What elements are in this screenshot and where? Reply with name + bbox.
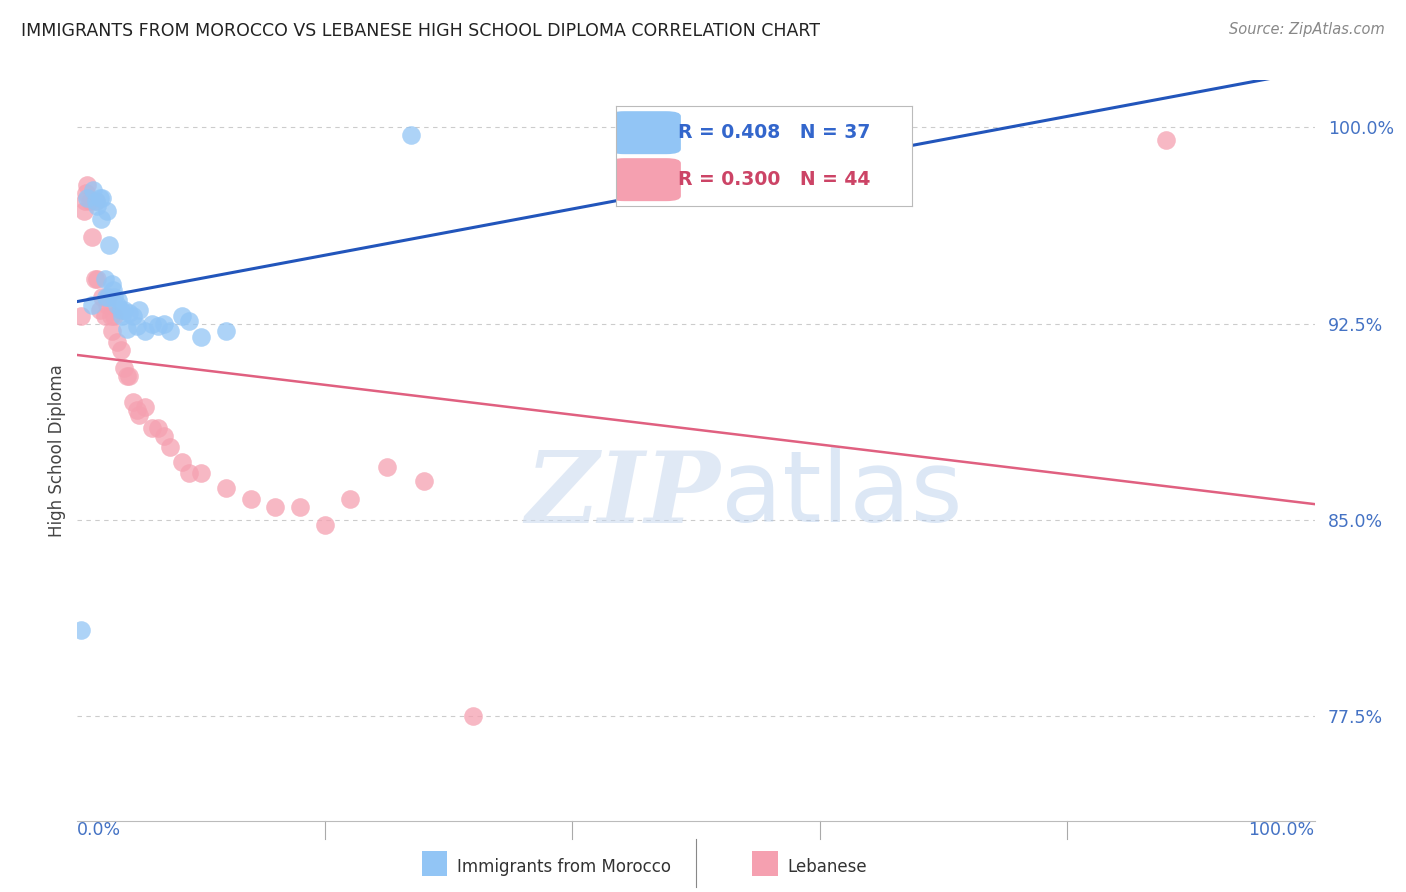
Text: 0.0%: 0.0%: [77, 821, 121, 838]
Point: [90, 211, 112, 226]
Point: [89, 191, 111, 205]
Point: [153, 429, 176, 443]
Point: [112, 303, 135, 318]
Point: [79, 194, 101, 208]
Point: [70, 309, 93, 323]
Point: [73, 194, 96, 208]
Text: 100.0%: 100.0%: [1249, 821, 1315, 838]
Point: [314, 518, 336, 533]
Point: [159, 325, 181, 339]
Point: [75, 186, 97, 200]
Point: [76, 191, 98, 205]
Point: [264, 500, 287, 514]
Point: [146, 421, 169, 435]
Point: [84, 194, 107, 208]
Point: [134, 325, 156, 339]
Point: [118, 306, 141, 320]
Point: [105, 334, 128, 349]
Point: [76, 178, 98, 192]
Point: [118, 368, 141, 383]
Point: [288, 500, 311, 514]
Point: [101, 325, 124, 339]
Point: [98, 238, 121, 252]
Point: [172, 455, 194, 469]
Point: [89, 303, 111, 318]
Point: [82, 230, 104, 244]
Point: [1154, 133, 1177, 147]
Point: [128, 408, 150, 422]
Point: [82, 183, 104, 197]
Point: [153, 317, 176, 331]
Point: [115, 322, 138, 336]
Text: ZIP: ZIP: [526, 447, 721, 543]
Point: [103, 309, 125, 323]
Point: [103, 283, 125, 297]
Point: [91, 290, 114, 304]
Point: [86, 199, 108, 213]
Point: [82, 298, 104, 312]
Point: [128, 303, 150, 318]
Point: [122, 309, 145, 323]
Point: [100, 309, 122, 323]
Point: [96, 298, 118, 312]
Point: [125, 403, 148, 417]
Point: [177, 466, 200, 480]
Point: [94, 290, 117, 304]
Y-axis label: High School Diploma: High School Diploma: [48, 364, 66, 537]
Point: [91, 191, 114, 205]
Point: [463, 709, 485, 723]
Point: [134, 401, 156, 415]
Point: [239, 491, 262, 506]
Point: [172, 309, 194, 323]
Point: [93, 272, 115, 286]
Point: [84, 194, 107, 208]
Text: IMMIGRANTS FROM MOROCCO VS LEBANESE HIGH SCHOOL DIPLOMA CORRELATION CHART: IMMIGRANTS FROM MOROCCO VS LEBANESE HIGH…: [21, 22, 820, 40]
Point: [125, 319, 148, 334]
Point: [110, 343, 132, 357]
Point: [93, 309, 115, 323]
Point: [105, 298, 128, 312]
Point: [190, 329, 212, 343]
Point: [103, 290, 125, 304]
Point: [70, 623, 93, 637]
Text: Immigrants from Morocco: Immigrants from Morocco: [457, 858, 671, 876]
Text: Lebanese: Lebanese: [787, 858, 868, 876]
Point: [339, 491, 361, 506]
Point: [97, 290, 120, 304]
Point: [111, 309, 134, 323]
Point: [190, 466, 212, 480]
Point: [101, 277, 124, 292]
Text: atlas: atlas: [721, 446, 962, 543]
Point: [122, 395, 145, 409]
Point: [401, 128, 423, 143]
Point: [110, 303, 132, 318]
Point: [215, 482, 238, 496]
Point: [96, 204, 118, 219]
Point: [177, 314, 200, 328]
Text: Source: ZipAtlas.com: Source: ZipAtlas.com: [1229, 22, 1385, 37]
Point: [141, 421, 163, 435]
Point: [146, 319, 169, 334]
Point: [112, 361, 135, 376]
Point: [86, 272, 108, 286]
Point: [215, 325, 238, 339]
Point: [115, 368, 138, 383]
Point: [107, 293, 129, 307]
Point: [412, 474, 434, 488]
Point: [141, 317, 163, 331]
Point: [97, 290, 120, 304]
Point: [375, 460, 398, 475]
Point: [72, 204, 94, 219]
Point: [83, 272, 105, 286]
Point: [159, 440, 181, 454]
